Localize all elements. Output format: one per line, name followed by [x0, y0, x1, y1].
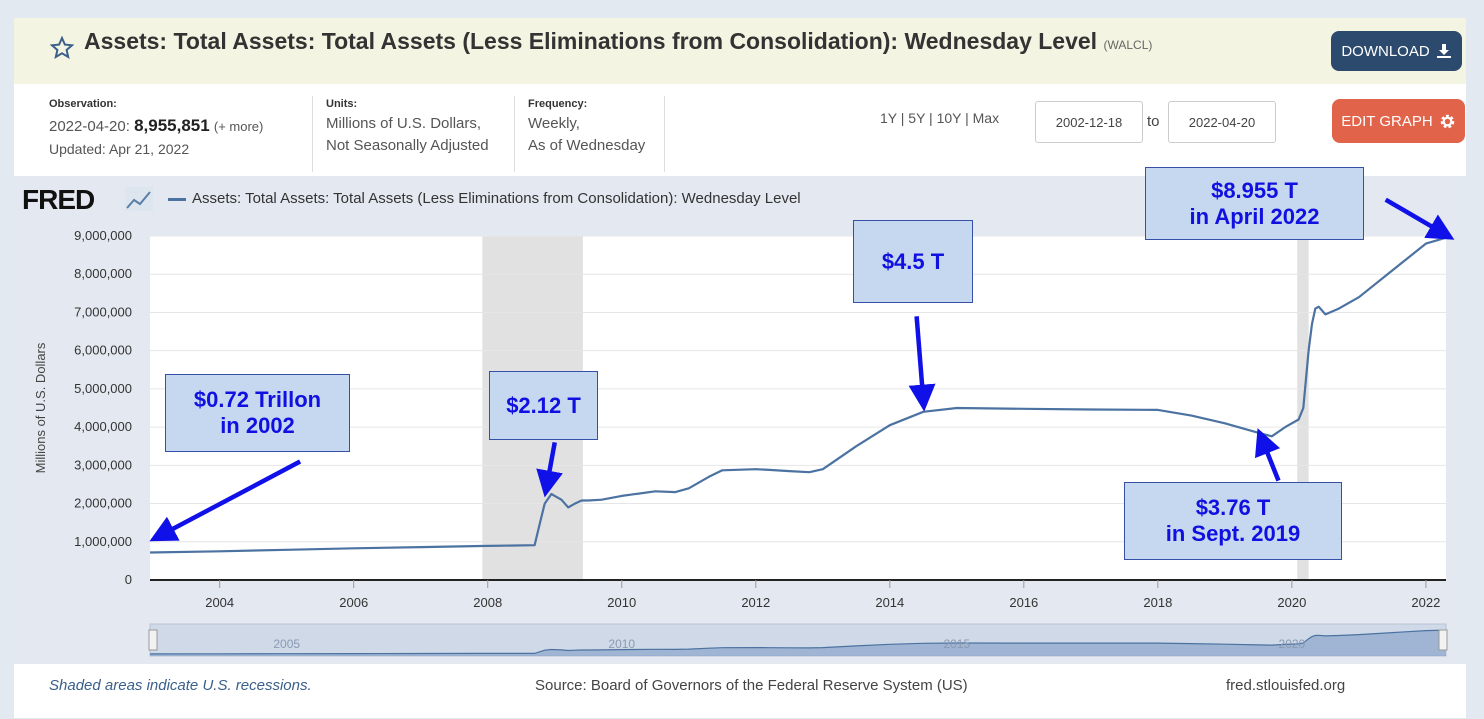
download-button[interactable]: DOWNLOAD [1331, 31, 1462, 71]
fred-chart-icon [125, 187, 153, 211]
download-icon [1436, 44, 1451, 58]
navigator-handle[interactable] [148, 629, 158, 651]
updated-date: Updated: Apr 21, 2022 [49, 141, 190, 157]
gear-icon [1440, 114, 1455, 128]
x-tick-label: 2018 [1143, 595, 1172, 610]
annotation-text: in April 2022 [1189, 203, 1320, 229]
y-tick-label: 9,000,000 [74, 228, 132, 243]
annotation-arrow [1255, 428, 1281, 482]
annotation-2002: $0.72 Trillon in 2002 [165, 374, 350, 452]
navigator-label: 2020 [1279, 637, 1306, 651]
annotation-arrow [908, 316, 936, 412]
series-title: Assets: Total Assets: Total Assets (Less… [84, 28, 1098, 54]
units-line-2: Not Seasonally Adjusted [326, 137, 489, 154]
annotation-2008: $2.12 T [489, 371, 598, 440]
frequency-value: Weekly, As of Wednesday [528, 113, 645, 157]
navigator-area [150, 630, 1446, 656]
observation-value-row: 2022-04-20: 8,955,851 (+ more) [49, 115, 263, 138]
annotation-text: $8.955 T [1211, 177, 1298, 203]
title-bar [14, 18, 1466, 84]
x-tick-label: 2016 [1009, 595, 1038, 610]
y-tick-label: 4,000,000 [74, 419, 132, 434]
legend-series-name: Assets: Total Assets: Total Assets (Less… [192, 190, 801, 207]
frequency-label: Frequency: [528, 98, 588, 110]
fred-logo: FRED [22, 184, 95, 215]
download-label: DOWNLOAD [1341, 42, 1430, 60]
annotation-text: in 2002 [220, 413, 295, 438]
site-link[interactable]: fred.stlouisfed.org [1226, 677, 1346, 694]
start-date-input[interactable]: 2002-12-18 [1035, 101, 1143, 143]
units-line-1: Millions of U.S. Dollars, [326, 115, 482, 132]
annotation-2019: $3.76 T in Sept. 2019 [1124, 482, 1342, 560]
y-tick-label: 1,000,000 [74, 534, 132, 549]
x-tick-label: 2006 [339, 595, 368, 610]
y-tick-label: 2,000,000 [74, 496, 132, 511]
range-selector[interactable]: 1Y | 5Y | 10Y | Max [880, 110, 1000, 126]
y-tick-label: 7,000,000 [74, 304, 132, 319]
navigator-line [149, 629, 1447, 655]
y-tick-label: 5,000,000 [74, 381, 132, 396]
navigator-label: 2010 [608, 637, 635, 651]
x-tick-label: 2020 [1277, 595, 1306, 610]
frequency-line-2: As of Wednesday [528, 137, 646, 154]
annotation-arrow [1384, 197, 1455, 240]
observation-value: 8,955,851 [134, 116, 210, 135]
observation-date: 2022-04-20: [49, 118, 130, 135]
y-tick-label: 6,000,000 [74, 343, 132, 358]
observation-more-link[interactable]: (+ more) [213, 119, 264, 134]
annotation-arrow [536, 441, 563, 498]
series-line [149, 236, 1447, 554]
x-tick-label: 2012 [741, 595, 770, 610]
units-value: Millions of U.S. Dollars, Not Seasonally… [326, 113, 489, 157]
star-icon[interactable] [50, 36, 74, 60]
y-tick-label: 0 [125, 572, 132, 587]
meta-divider [312, 96, 313, 172]
plot-layer: 0 1,000,000 2,000,000 3,000,000 4,000,000 5,0… [33, 197, 1455, 657]
x-tick-label: 2014 [875, 595, 904, 610]
annotation-text: $3.76 T [1195, 495, 1271, 520]
legend-swatch [168, 198, 186, 201]
to-label: to [1147, 113, 1160, 130]
frequency-line-1: Weekly, [528, 115, 580, 132]
annotation-2022: $8.955 T in April 2022 [1145, 167, 1364, 240]
meta-divider [664, 96, 665, 172]
units-label: Units: [326, 98, 358, 110]
y-tick-label: 3,000,000 [74, 457, 132, 472]
y-tick-label: 8,000,000 [74, 266, 132, 281]
end-date-input[interactable]: 2022-04-20 [1168, 101, 1276, 143]
x-tick-label: 2004 [205, 595, 234, 610]
source-note: Source: Board of Governors of the Federa… [535, 677, 968, 694]
series-id: (WALCL) [1103, 38, 1153, 52]
page-title: Assets: Total Assets: Total Assets (Less… [84, 28, 1152, 55]
edit-graph-button[interactable]: EDIT GRAPH [1332, 99, 1465, 143]
x-tick-label: 2010 [607, 595, 636, 610]
x-tick-label: 2022 [1411, 595, 1440, 610]
annotation-text: $0.72 Trillon [193, 387, 322, 412]
observation-label: Observation: [49, 98, 117, 110]
edit-graph-label: EDIT GRAPH [1341, 112, 1433, 130]
recession-note: Shaded areas indicate U.S. recessions. [49, 677, 312, 694]
x-tick-label: 2008 [473, 595, 502, 610]
y-axis-label: Millions of U.S. Dollars [33, 342, 48, 473]
meta-divider [514, 96, 515, 172]
annotation-text: $2.12 T [506, 392, 581, 418]
annotation-2014: $4.5 T [853, 220, 973, 303]
annotation-text: in Sept. 2019 [1165, 521, 1301, 546]
annotation-arrow [149, 459, 302, 542]
navigator-label: 2015 [943, 637, 970, 651]
annotation-text: $4.5 T [881, 248, 945, 274]
navigator-handle[interactable] [1438, 629, 1448, 651]
navigator-label: 2005 [273, 637, 300, 651]
